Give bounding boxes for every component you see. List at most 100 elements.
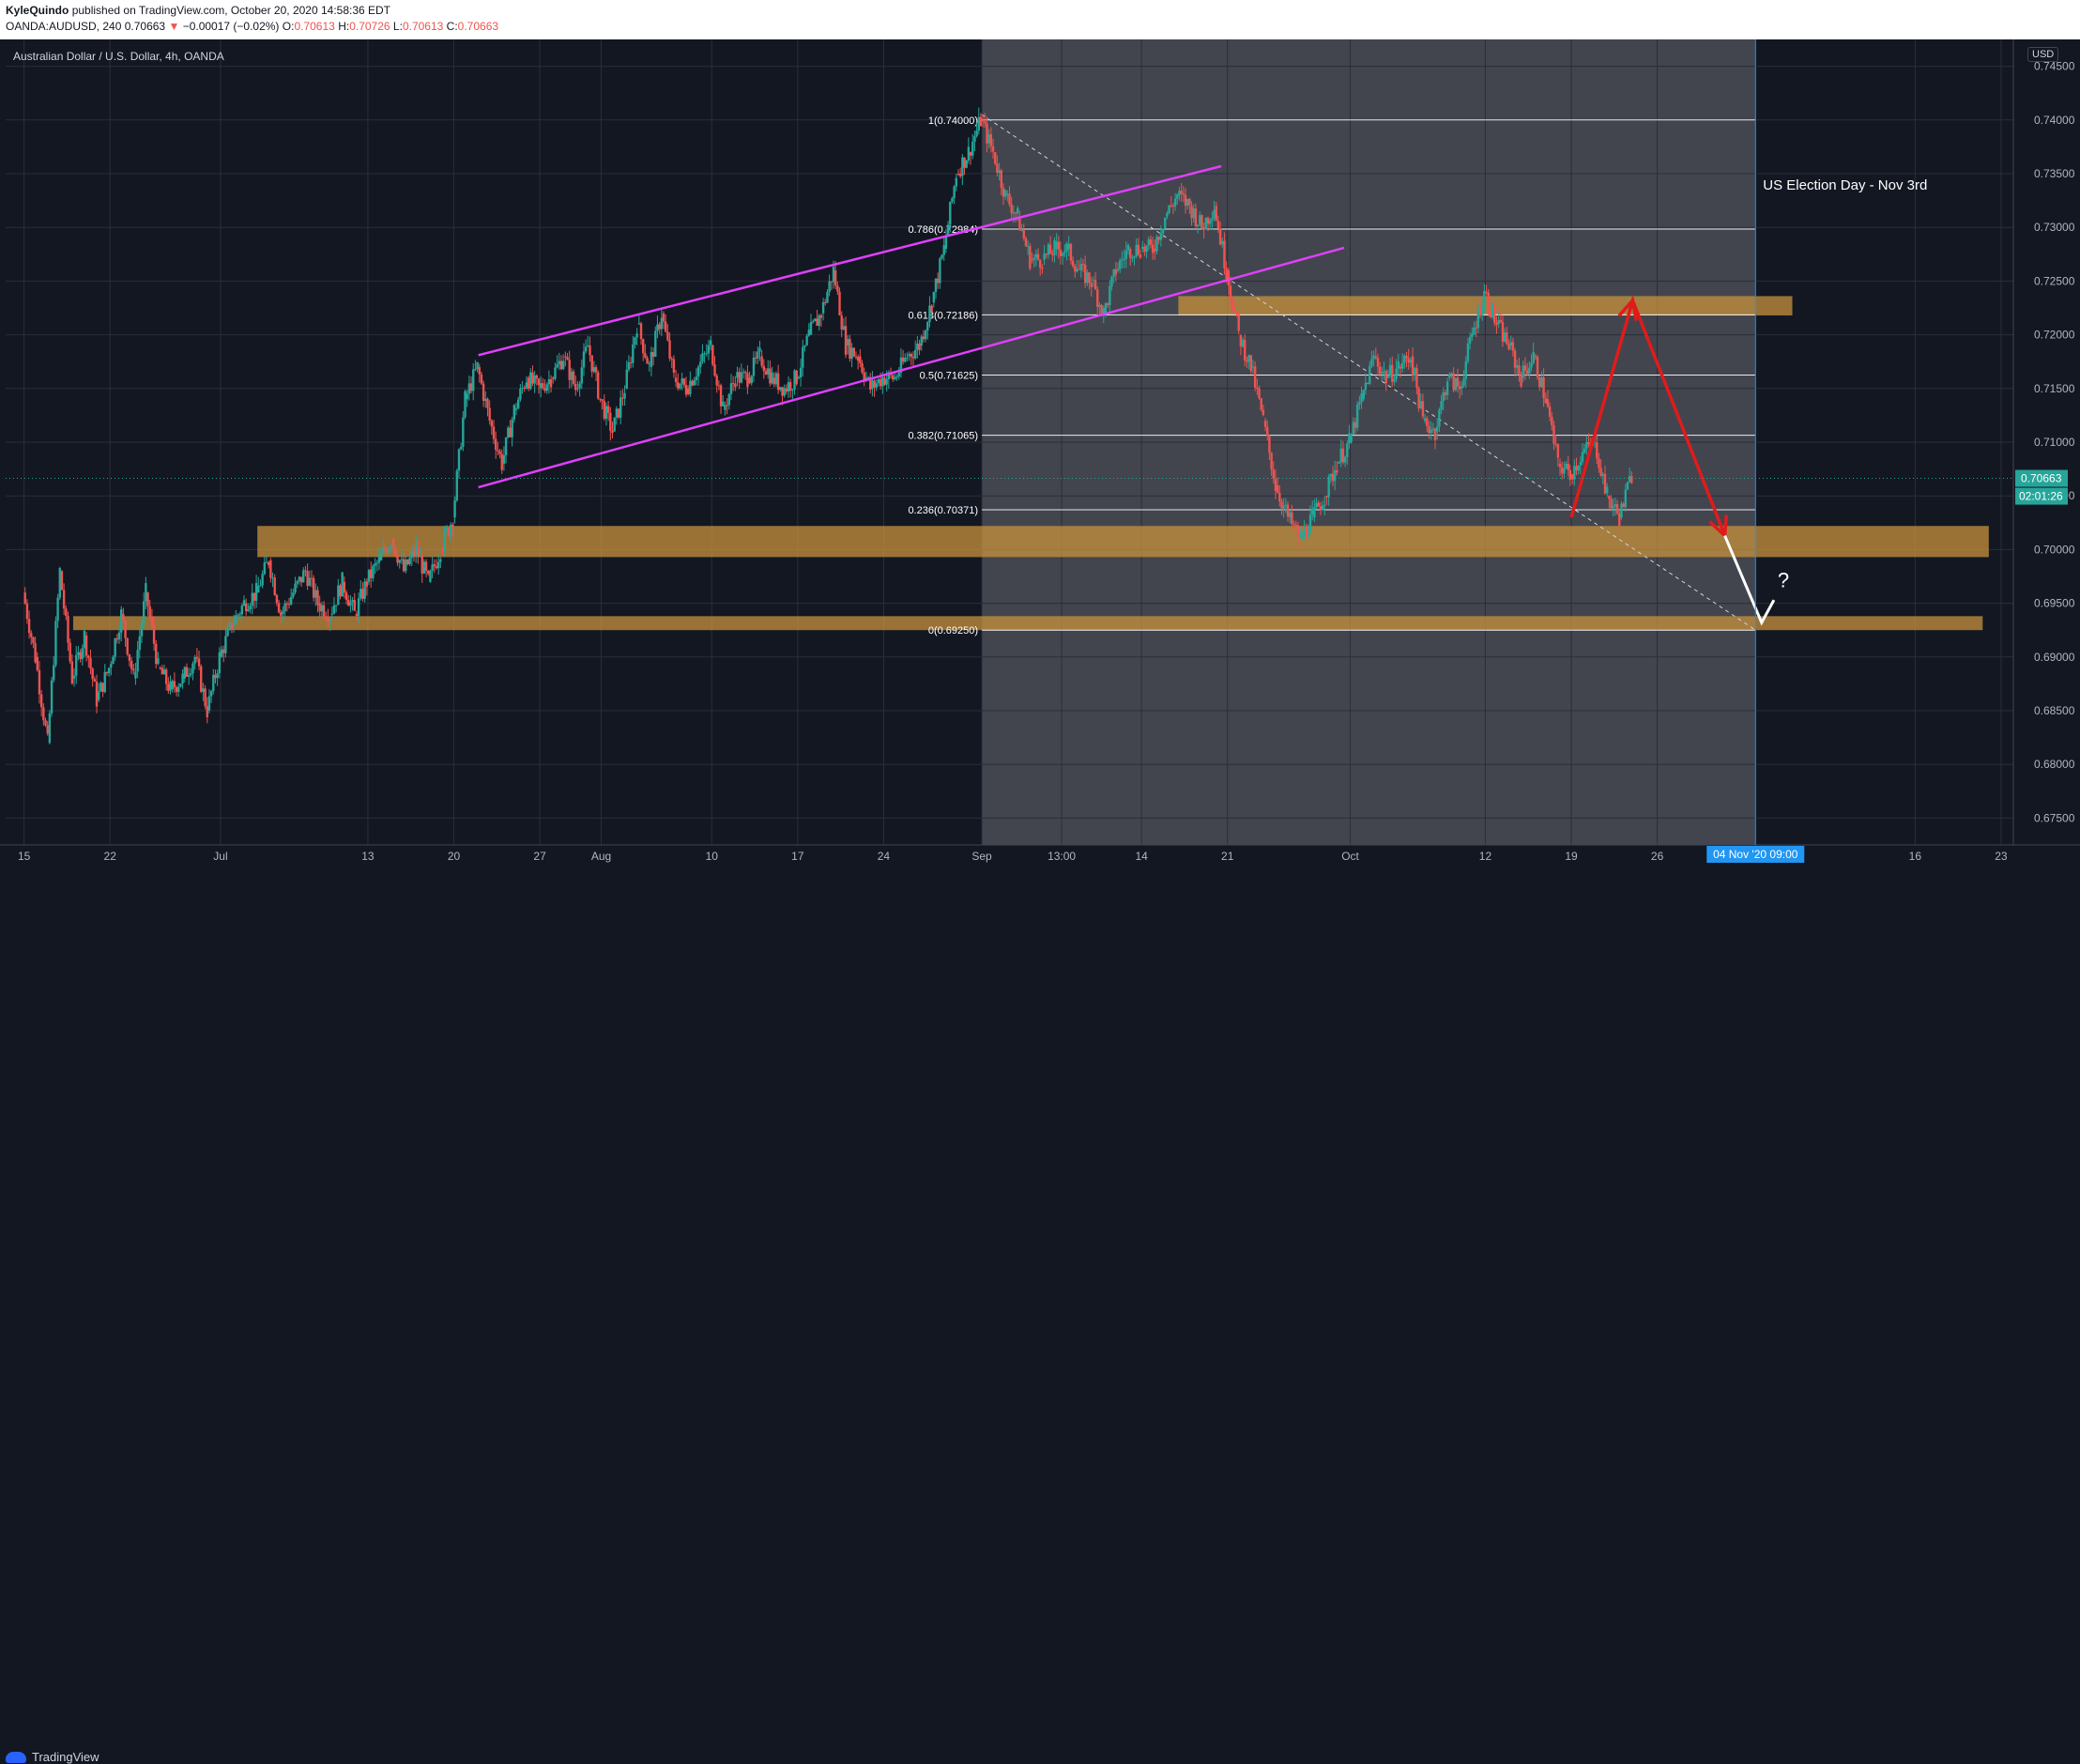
candle-body: [1522, 365, 1524, 378]
candle-body: [424, 561, 428, 572]
candle-body: [228, 622, 231, 629]
candle-body: [611, 430, 614, 434]
candle-body: [1403, 355, 1406, 363]
candle-body: [237, 614, 239, 616]
candle-body: [257, 585, 260, 593]
candle-body: [507, 427, 510, 437]
candle-body: [1430, 430, 1432, 434]
x-tick-label: 20: [448, 850, 461, 863]
currency-badge[interactable]: USD: [2027, 47, 2059, 62]
candle-body: [179, 683, 182, 687]
candle-body: [327, 618, 329, 622]
candle-body: [1121, 259, 1124, 261]
candle-body: [500, 453, 503, 470]
candle-body: [480, 374, 483, 384]
candle-body: [566, 357, 569, 360]
chart-background: [0, 39, 2080, 873]
candle-body: [570, 371, 574, 380]
candle-body: [1124, 250, 1127, 259]
candle-body: [1461, 385, 1463, 389]
candle-body: [1509, 342, 1512, 346]
candle-body: [1199, 215, 1201, 225]
candle-body: [30, 633, 33, 637]
candle-body: [1043, 253, 1046, 260]
price-chart[interactable]: 0.74500 0.74000 0.73500 0.73000 0.72500 0.720…: [0, 0, 2080, 873]
candle-body: [1605, 486, 1609, 494]
candle-body: [474, 368, 477, 370]
candle-body: [1585, 442, 1588, 449]
candle-body: [1556, 444, 1560, 458]
candle-body: [1452, 373, 1455, 391]
candle-body: [941, 254, 943, 259]
candle-body: [1235, 311, 1238, 315]
candle-body: [650, 352, 653, 367]
candle-body: [811, 321, 815, 323]
candle-body: [1289, 512, 1292, 518]
candle-body: [146, 592, 149, 606]
author-name[interactable]: KyleQuindo: [6, 4, 69, 17]
candle-body: [195, 656, 199, 659]
candle-body: [1579, 461, 1583, 466]
candle-body: [1061, 253, 1064, 256]
last-price: 0.70663: [124, 20, 166, 33]
candle-body: [1548, 406, 1552, 418]
candle-body: [277, 603, 281, 613]
candle-body: [138, 636, 142, 651]
candle-body: [545, 384, 548, 391]
candle-body: [1086, 272, 1089, 284]
candle-body: [1383, 371, 1385, 373]
candle-body: [23, 592, 26, 604]
candle-body: [1628, 476, 1631, 483]
candle-body: [130, 660, 133, 669]
candle-body: [459, 447, 463, 450]
candle-body: [666, 331, 669, 341]
candle-body: [916, 343, 919, 350]
change-arrow-icon: ▼: [168, 20, 180, 33]
candle-body: [1426, 418, 1429, 427]
candle-body: [670, 358, 673, 360]
x-tick-label: 24: [878, 850, 891, 863]
candle-body: [1274, 478, 1277, 491]
candle-body: [587, 345, 589, 347]
candle-body: [1596, 442, 1598, 459]
candle-body: [762, 365, 766, 372]
tradingview-logo[interactable]: TradingView: [6, 1750, 99, 1764]
candle-body: [1369, 365, 1371, 384]
x-tick-label: 10: [706, 850, 719, 863]
candle-body: [488, 407, 491, 422]
candle-body: [408, 558, 411, 565]
fib-level-label: 0.618(0.72186): [908, 310, 978, 321]
candle-body: [476, 361, 479, 369]
candle-body: [1378, 366, 1382, 375]
candle-body: [642, 339, 645, 354]
candle-body: [695, 376, 698, 380]
candle-body: [787, 382, 790, 392]
candle-body: [1029, 246, 1032, 269]
projection-peak-head: [1617, 297, 1638, 321]
candle-body: [1221, 240, 1224, 245]
candle-body: [754, 357, 757, 359]
candle-body: [705, 353, 708, 355]
candle-body: [1485, 291, 1488, 293]
candle-body: [167, 683, 170, 691]
candle-body: [1147, 239, 1150, 246]
candle-body: [209, 691, 213, 697]
candle-body: [447, 528, 451, 536]
candle-body: [920, 336, 923, 346]
candle-body: [752, 357, 756, 376]
candle-body: [674, 377, 678, 383]
candle-body: [991, 146, 995, 152]
candle-body: [1614, 503, 1617, 507]
candle-body: [963, 157, 966, 168]
candle-body: [1536, 356, 1539, 378]
candle-body: [271, 577, 274, 579]
candle-body: [349, 602, 352, 606]
candle-body: [1456, 377, 1460, 387]
candle-body: [379, 553, 383, 560]
candle-body: [388, 547, 391, 553]
candle-body: [1024, 238, 1028, 247]
candle-body: [899, 357, 903, 373]
candle-body: [564, 356, 567, 358]
candle-body: [314, 590, 317, 598]
x-tick-label: 15: [18, 850, 31, 863]
